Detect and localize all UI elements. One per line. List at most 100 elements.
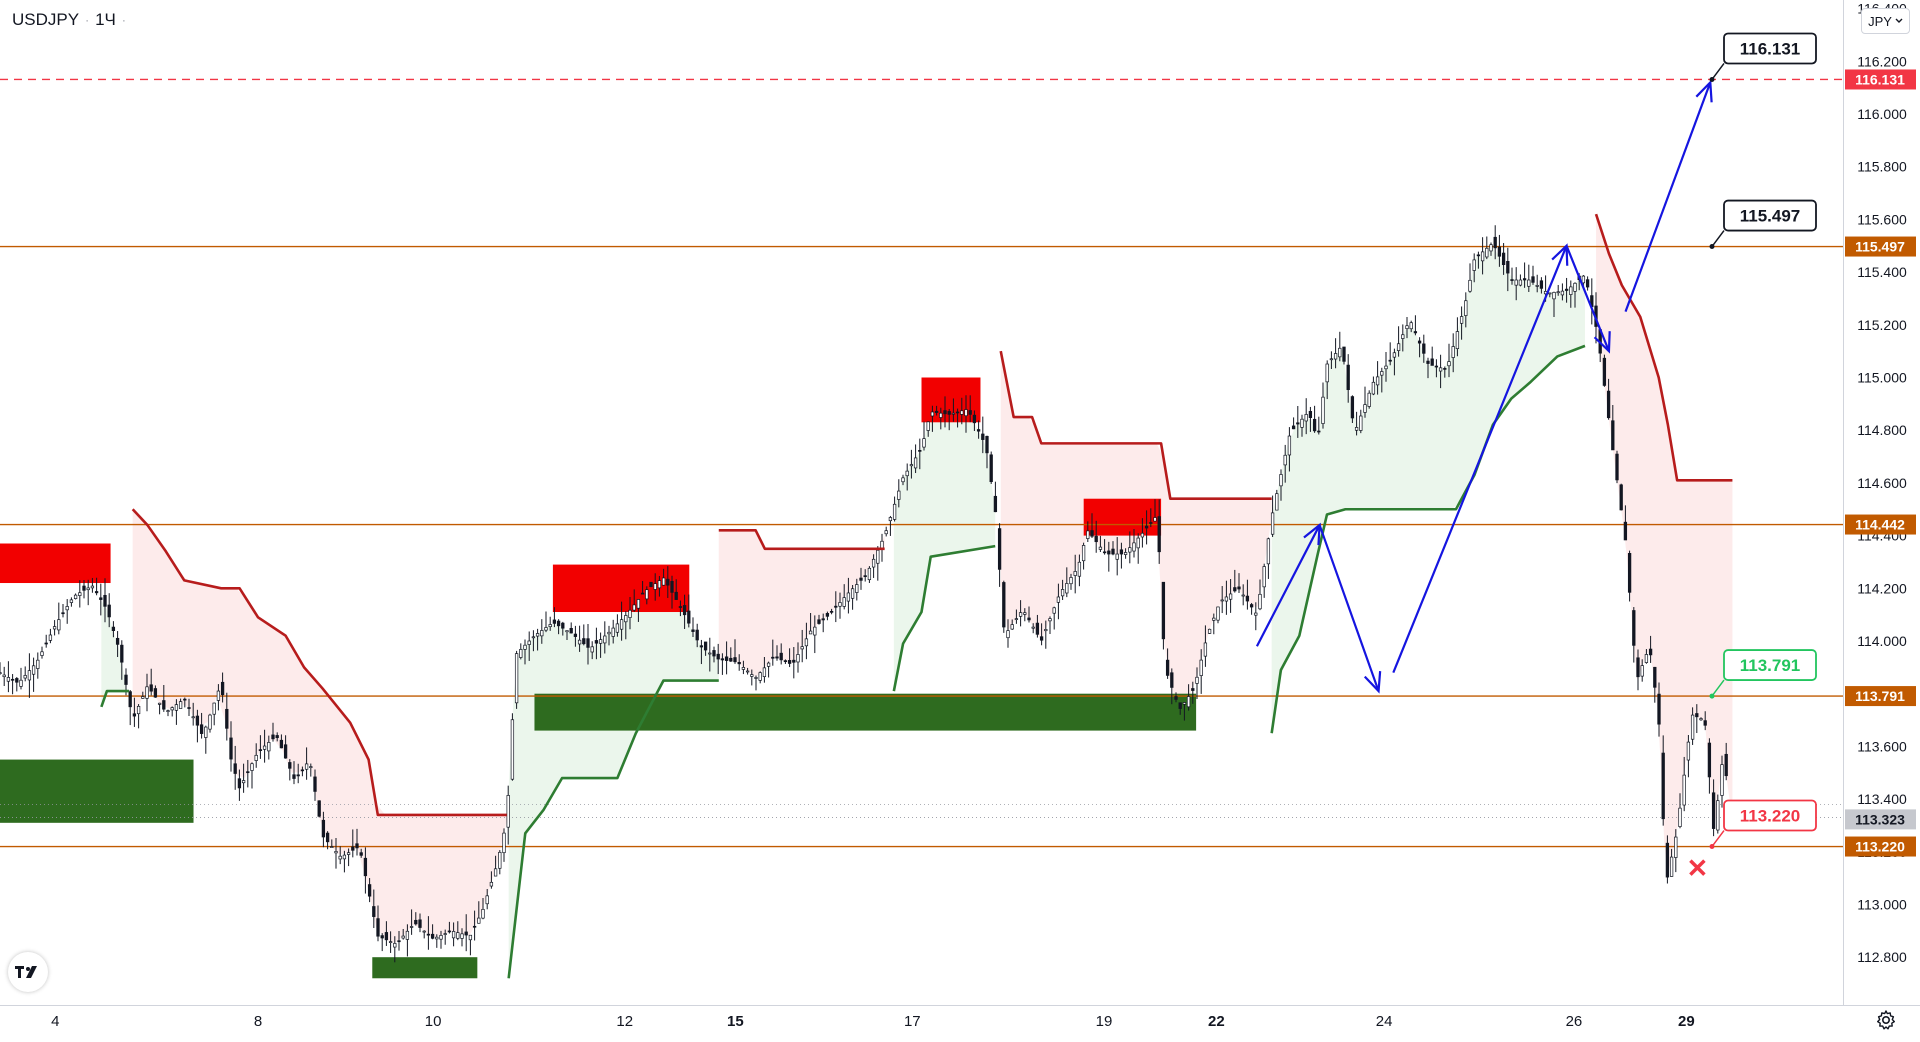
- candle: [855, 578, 859, 601]
- candle-body: [393, 943, 397, 948]
- candle: [502, 828, 506, 862]
- candle: [523, 639, 527, 665]
- candle-body: [1317, 430, 1321, 433]
- candle: [317, 800, 321, 818]
- candle: [1472, 253, 1476, 283]
- candle-body: [573, 633, 578, 637]
- candle: [464, 914, 468, 952]
- candle: [1367, 390, 1371, 409]
- candle-body: [472, 925, 477, 928]
- candle: [1338, 331, 1342, 362]
- candle: [796, 642, 800, 673]
- candle-body: [955, 411, 960, 414]
- candle: [1283, 444, 1287, 483]
- candle: [451, 922, 456, 947]
- candle: [250, 762, 254, 789]
- candle: [699, 639, 704, 665]
- candle: [1518, 274, 1523, 287]
- candle-body: [1518, 279, 1523, 286]
- callout-anchor: [1709, 844, 1715, 850]
- candle-body: [1052, 607, 1056, 614]
- candle-body: [61, 612, 65, 615]
- candle-body: [947, 411, 951, 415]
- candle-body: [1275, 493, 1279, 511]
- candle-body: [523, 644, 527, 650]
- candle: [1287, 427, 1292, 472]
- gear-icon[interactable]: [1874, 1008, 1898, 1032]
- candle: [296, 763, 300, 784]
- candle-body: [930, 411, 935, 417]
- candle-body: [464, 931, 468, 936]
- supertrend-fill-3: [718, 530, 885, 678]
- candle-body: [363, 857, 368, 877]
- candle: [346, 848, 351, 867]
- candle: [195, 709, 200, 743]
- projection-line-3: [1565, 245, 1610, 352]
- candle-body: [808, 630, 813, 635]
- candle-body: [73, 594, 78, 599]
- candle: [1413, 315, 1418, 336]
- candle-body: [283, 744, 288, 759]
- candle: [1115, 537, 1119, 576]
- candle: [267, 735, 271, 760]
- candle: [233, 745, 237, 790]
- candle-body: [502, 832, 506, 854]
- candle: [1527, 264, 1531, 292]
- candle-body: [94, 591, 99, 594]
- candle-body: [1648, 648, 1653, 656]
- zone-layer: [0, 377, 1197, 979]
- candle-body: [346, 852, 351, 855]
- price-badge-113.791-text: 113.791: [1855, 688, 1905, 704]
- candle: [1317, 416, 1321, 435]
- candle: [44, 634, 48, 648]
- candle: [876, 546, 880, 581]
- candle-body: [1506, 261, 1510, 274]
- tradingview-logo[interactable]: [8, 952, 48, 992]
- candle-body: [846, 592, 851, 602]
- candle: [1468, 263, 1472, 293]
- candle-body: [183, 698, 187, 701]
- time-tick-label: 4: [51, 1013, 59, 1030]
- candle: [666, 566, 670, 598]
- candle: [1627, 550, 1632, 602]
- candle: [86, 579, 90, 606]
- candle-body: [628, 609, 632, 618]
- candle-body: [1409, 322, 1413, 330]
- candle-body: [741, 667, 746, 670]
- candle-body: [754, 677, 758, 679]
- candle: [1606, 378, 1611, 420]
- candle: [611, 619, 615, 644]
- candle: [1304, 398, 1308, 435]
- candle-body: [48, 634, 53, 641]
- symbol-header[interactable]: USDJPY · 1Ч ·: [12, 10, 126, 30]
- candle-body: [666, 578, 670, 586]
- candle: [99, 583, 103, 616]
- candle-body: [1262, 566, 1266, 588]
- candle: [212, 702, 216, 726]
- candle: [1510, 267, 1514, 285]
- price-badge-113.791: [1845, 686, 1916, 707]
- candle-body: [1682, 774, 1686, 806]
- candle-body: [1086, 530, 1090, 539]
- candle-body: [708, 652, 712, 655]
- candle-body: [997, 528, 1002, 570]
- time-tick-label: 10: [425, 1013, 442, 1030]
- candle-body: [498, 851, 502, 869]
- candle-body: [1384, 365, 1388, 370]
- candle: [951, 398, 956, 422]
- candle-body: [367, 884, 372, 897]
- candle-body: [19, 679, 23, 687]
- candle: [1136, 533, 1140, 564]
- candle: [506, 785, 510, 845]
- candle-body: [388, 941, 393, 943]
- currency-button[interactable]: JPY: [1861, 8, 1910, 34]
- candle-body: [1606, 390, 1611, 419]
- candle-body: [645, 589, 649, 600]
- candle: [388, 931, 393, 953]
- candle-body: [1056, 596, 1061, 603]
- supertrend-line-red-5: [999, 350, 1272, 501]
- candles-layer: [0, 225, 1728, 963]
- candle: [1098, 535, 1103, 552]
- candle: [136, 704, 141, 729]
